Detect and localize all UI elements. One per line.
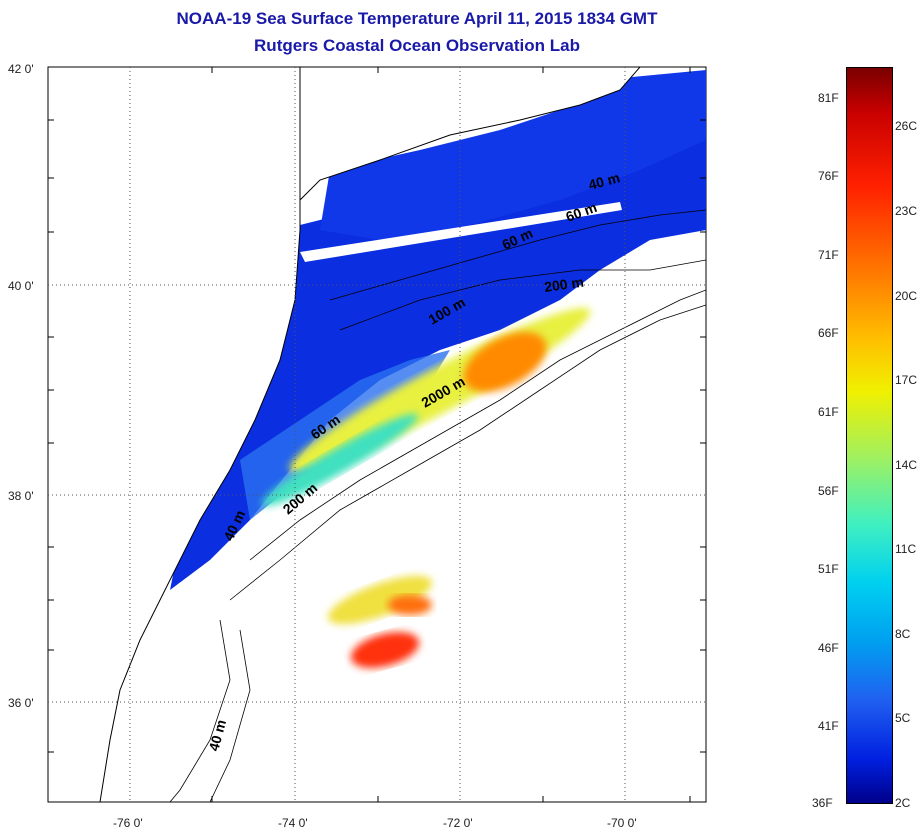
lat-label: 42 0' [8,62,34,76]
lon-label: -72 0' [443,816,473,830]
colorbar-f-label: 71F [818,248,839,262]
colorbar-c-label: 2C [895,796,911,810]
colorbar-f-label: 36F [812,796,833,810]
colorbar-c-label: 5C [895,711,911,725]
colorbar-c-label: 11C [895,542,917,556]
sst-cold-region [170,80,706,590]
colorbar-f-label: 66F [818,326,839,340]
graticule [48,67,706,802]
colorbar-c-label: 26C [895,119,918,133]
map-subtitle: Rutgers Coastal Ocean Observation Lab [254,36,580,55]
lat-label: 38 0' [8,489,34,503]
land-coastline [48,67,301,802]
sst-cyan-band [261,413,419,507]
temperature-colorbar [846,67,893,804]
cloud-streak [300,202,622,262]
lon-label: -70 0' [607,816,637,830]
lat-label: 40 0' [8,279,34,293]
lon-label: -74 0' [278,816,308,830]
sst-cold-north [320,70,706,240]
sst-warm-core [463,332,547,392]
colorbar-c-label: 20C [895,289,918,303]
colorbar-f-label: 76F [818,169,839,183]
colorbar-f-label: 46F [818,641,839,655]
colorbar-c-label: 17C [895,373,918,387]
colorbar-f-label: 41F [818,719,839,733]
colorbar-f-label: 61F [818,405,839,419]
isobath-label: 40 m [587,169,622,193]
isobath-label: 200 m [543,274,585,295]
sst-patch-orange [388,595,432,615]
colorbar-f-label: 56F [818,484,839,498]
sst-patch-yellow [328,575,432,625]
colorbar-c-label: 8C [895,627,911,641]
isobath-label: 40 m [205,718,229,753]
colorbar-f-label: 51F [818,562,839,576]
map-title: NOAA-19 Sea Surface Temperature April 11… [176,9,658,28]
colorbar-c-label: 14C [895,458,918,472]
colorbar-f-label: 81F [818,91,839,105]
sst-patch-red [350,632,420,668]
axis-ticks [48,67,706,802]
lon-label: -76 0' [113,816,143,830]
isobath-lines [169,209,706,802]
land-new-england [299,67,641,202]
lat-label: 36 0' [8,696,34,710]
colorbar-c-label: 23C [895,204,918,218]
